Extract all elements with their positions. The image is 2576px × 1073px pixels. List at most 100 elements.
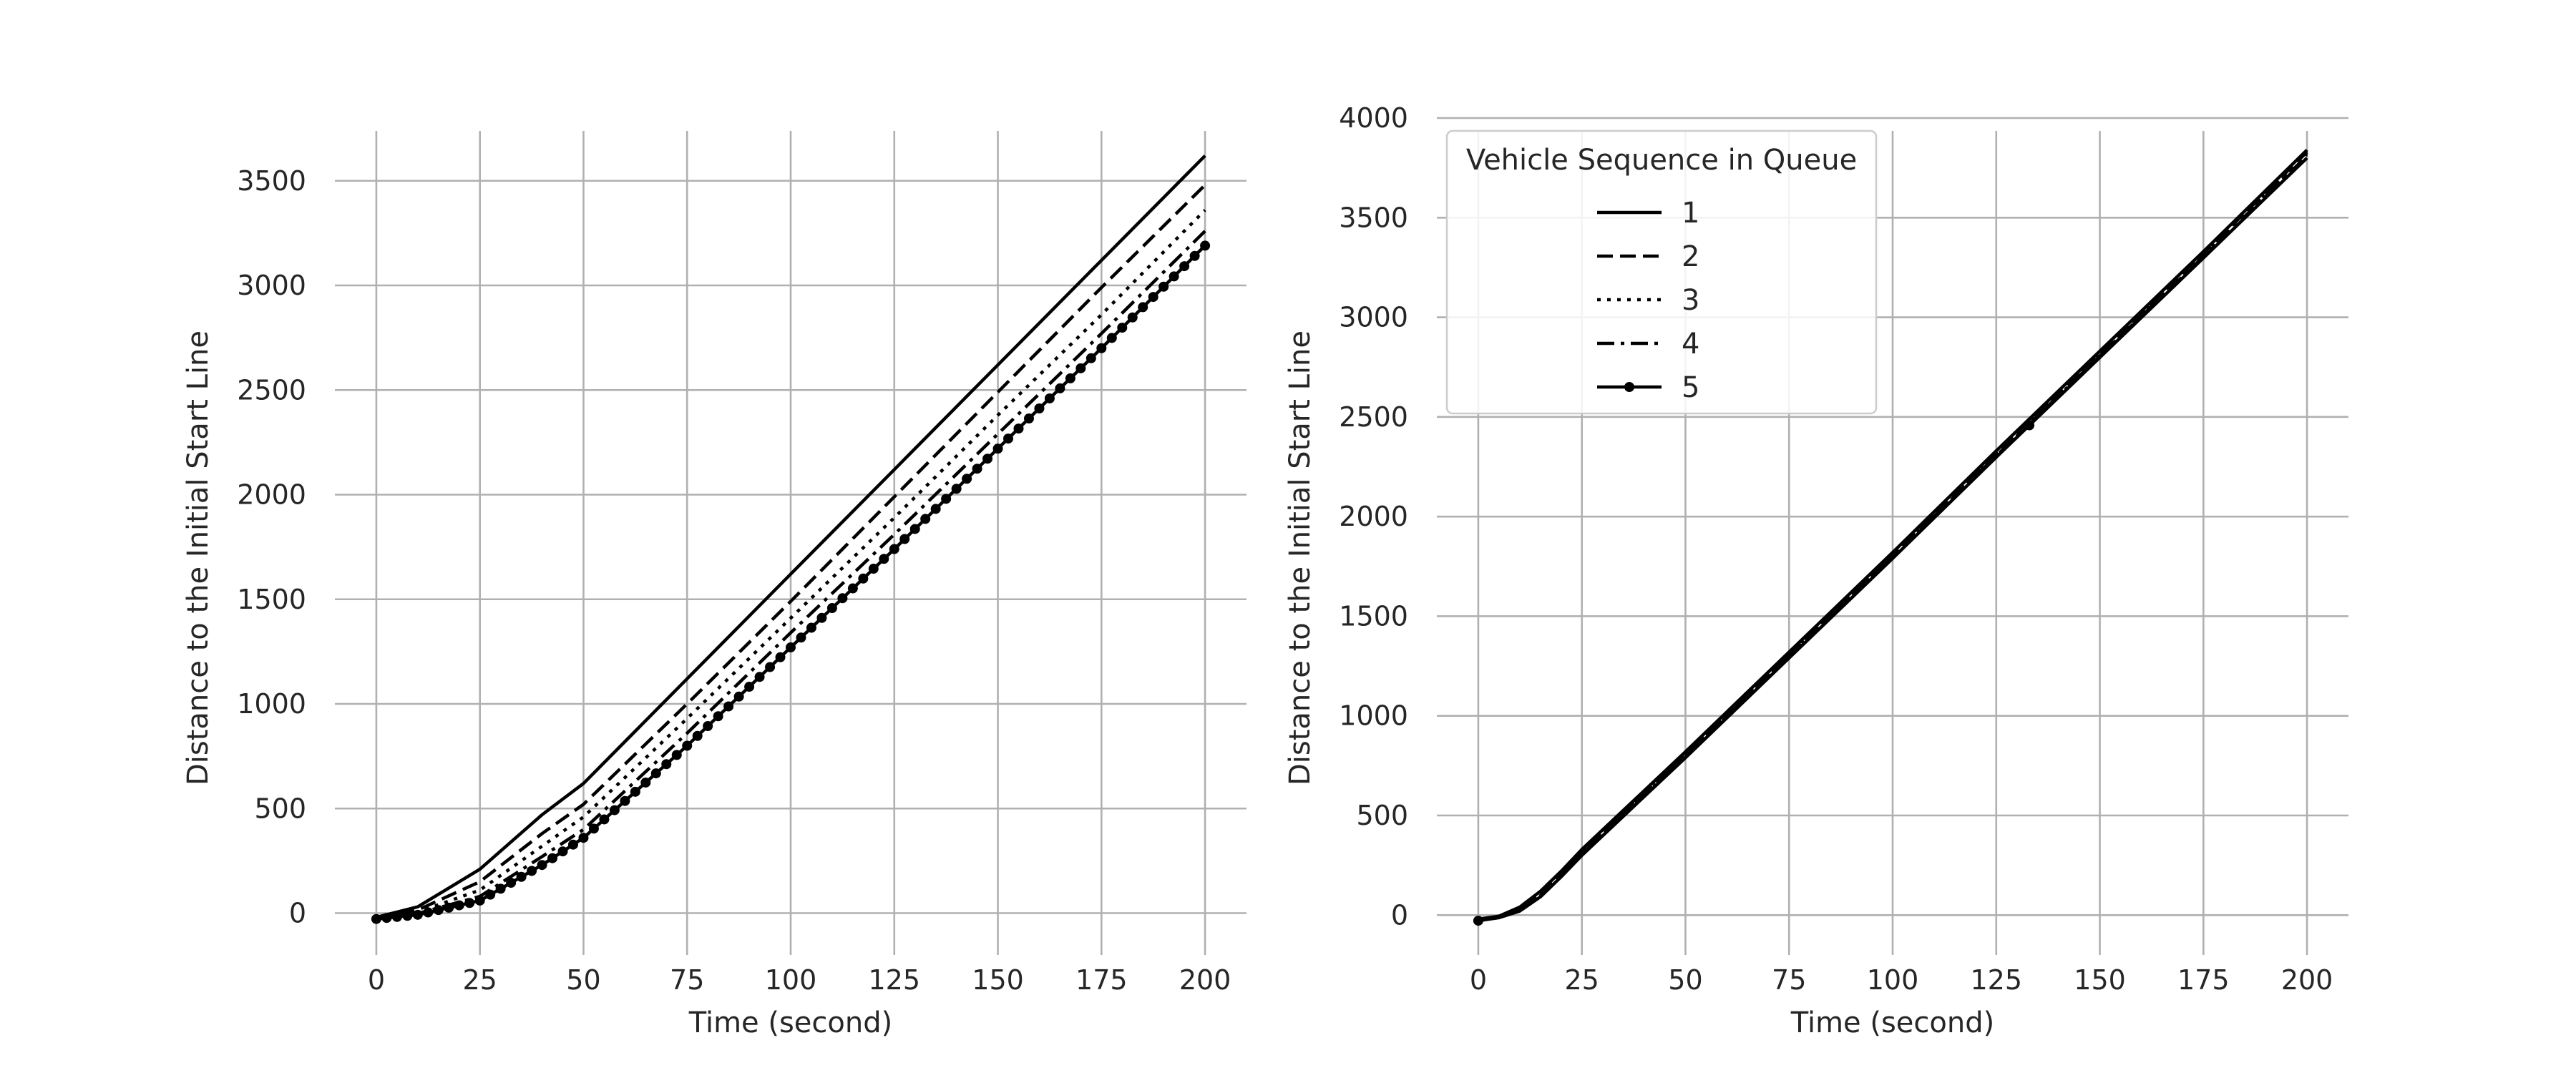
legend-marker <box>1624 382 1634 392</box>
series-marker-5 <box>412 909 423 920</box>
series-marker-5 <box>567 839 578 850</box>
x-tick-label: 175 <box>2177 964 2230 996</box>
series-marker-5 <box>391 911 402 922</box>
series-marker-5 <box>723 701 734 712</box>
series-marker-5 <box>433 905 444 916</box>
series-marker-5 <box>588 823 599 834</box>
series-marker-5 <box>1127 312 1138 323</box>
series-marker-5 <box>806 622 816 633</box>
y-tick-label: 2500 <box>1339 401 1408 433</box>
x-tick-label: 75 <box>670 964 704 996</box>
series-marker-5 <box>661 759 672 770</box>
y-tick-label: 1500 <box>1339 600 1408 632</box>
series-line-2 <box>376 184 1206 920</box>
x-tick-label: 175 <box>1075 964 1128 996</box>
series-marker-5 <box>1106 333 1117 343</box>
x-axis-label: Time (second) <box>688 1006 892 1039</box>
x-tick-label: 25 <box>1565 964 1599 996</box>
series-marker-5 <box>909 524 920 534</box>
series-marker-5 <box>1473 916 1483 926</box>
series-marker-5 <box>578 833 589 843</box>
series-marker-5 <box>1179 261 1190 272</box>
legend-label-4: 4 <box>1682 328 1699 361</box>
legend-box <box>1445 129 1878 415</box>
series-marker-5 <box>557 846 568 857</box>
y-tick-label: 2000 <box>237 479 306 511</box>
series-marker-5 <box>1075 363 1086 373</box>
x-tick-label: 150 <box>2074 964 2126 996</box>
series-marker-5 <box>775 652 786 662</box>
x-tick-label: 125 <box>869 964 921 996</box>
y-tick-label: 0 <box>1391 899 1408 931</box>
series-marker-5 <box>1148 292 1158 303</box>
series-marker-5 <box>609 805 620 815</box>
x-tick-label: 0 <box>368 964 385 996</box>
y-tick-label: 2000 <box>1339 501 1408 532</box>
series-marker-5 <box>951 484 962 494</box>
series-marker-5 <box>516 871 527 882</box>
legend-label-3: 3 <box>1682 284 1699 317</box>
series-marker-5 <box>733 691 744 702</box>
series-marker-5 <box>1189 250 1200 261</box>
x-tick-label: 25 <box>463 964 497 996</box>
series-marker-5 <box>796 632 806 643</box>
series-marker-5 <box>1034 403 1045 413</box>
series-marker-5 <box>547 853 558 863</box>
x-axis-label: Time (second) <box>1790 1006 1994 1039</box>
series-marker-5 <box>485 889 496 900</box>
y-tick-label: 4000 <box>1339 102 1408 134</box>
series-marker-5 <box>713 711 723 722</box>
series-marker-5 <box>879 554 889 564</box>
x-tick-label: 100 <box>765 964 817 996</box>
y-tick-label: 3000 <box>237 270 306 301</box>
y-tick-label: 0 <box>289 898 306 929</box>
series-marker-5 <box>982 454 993 464</box>
series-line-1 <box>376 155 1206 919</box>
left-chart: 0 25 50 75 100 125 150 175 200050010001500200025… <box>182 131 1246 1039</box>
x-tick-label: 200 <box>2281 964 2333 996</box>
series-marker-5 <box>816 612 827 623</box>
series-marker-5 <box>640 777 651 788</box>
series-marker-5 <box>847 583 858 594</box>
series-marker-5 <box>1117 323 1128 333</box>
x-tick-label: 125 <box>1971 964 2023 996</box>
series-marker-5 <box>1169 271 1179 282</box>
series-marker-5 <box>423 907 434 918</box>
series-marker-5 <box>889 544 899 554</box>
series-marker-5 <box>371 913 381 924</box>
series-marker-5 <box>682 740 693 751</box>
y-tick-label: 3500 <box>237 165 306 197</box>
series-marker-5 <box>1003 433 1014 444</box>
series-marker-5 <box>402 911 413 921</box>
x-tick-label: 150 <box>972 964 1024 996</box>
series-marker-5 <box>1044 393 1055 403</box>
series-marker-5 <box>1013 423 1024 434</box>
series-marker-5 <box>920 514 931 524</box>
series-line-4 <box>376 230 1206 921</box>
y-tick-label: 500 <box>254 793 306 824</box>
series-marker-5 <box>930 504 941 514</box>
y-tick-label: 2500 <box>237 374 306 406</box>
series-marker-5 <box>630 786 640 797</box>
series-marker-5 <box>765 662 776 672</box>
series-marker-5 <box>786 642 796 653</box>
series-marker-5 <box>454 900 464 911</box>
series-marker-5 <box>650 768 661 779</box>
series-marker-5 <box>537 860 547 871</box>
series-line-5 <box>1478 157 2308 923</box>
series-marker-5 <box>703 721 713 732</box>
series-marker-5 <box>1138 302 1148 313</box>
series-marker-5 <box>826 603 837 614</box>
series-marker-5 <box>941 494 952 504</box>
series-marker-5 <box>899 534 910 544</box>
series-marker-5 <box>671 750 682 760</box>
x-tick-label: 100 <box>1867 964 1919 996</box>
legend-title: Vehicle Sequence in Queue <box>1466 144 1857 177</box>
y-tick-label: 1000 <box>237 688 306 720</box>
series-marker-5 <box>692 730 703 741</box>
series-marker-5 <box>1065 373 1075 383</box>
y-tick-label: 500 <box>1356 800 1408 831</box>
legend-label-2: 2 <box>1682 240 1699 273</box>
series-marker-5 <box>527 866 537 876</box>
